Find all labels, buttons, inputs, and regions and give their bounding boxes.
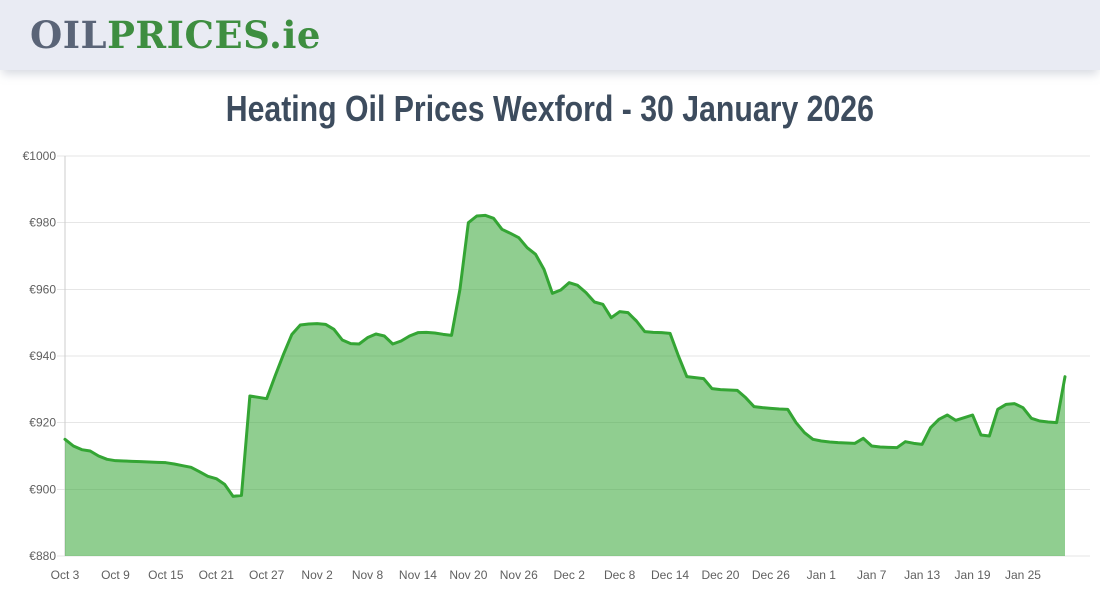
y-axis-tick-label: €960 — [29, 282, 56, 296]
logo-text-ie: .ie — [269, 12, 321, 57]
x-axis-tick-label: Nov 14 — [399, 568, 437, 582]
y-axis-tick-label: €880 — [29, 549, 56, 563]
y-axis-tick-label: €920 — [29, 416, 56, 430]
site-header: OILPRICES.ie — [0, 0, 1100, 70]
x-axis-tick-label: Oct 9 — [101, 568, 130, 582]
x-axis-tick-label: Nov 2 — [301, 568, 333, 582]
x-axis-tick-label: Nov 8 — [352, 568, 384, 582]
y-axis-tick-label: €980 — [29, 216, 56, 230]
x-axis-tick-label: Jan 7 — [857, 568, 887, 582]
x-axis-tick-label: Nov 26 — [500, 568, 538, 582]
price-area-fill — [65, 215, 1065, 556]
x-axis-tick-label: Dec 8 — [604, 568, 636, 582]
x-axis-tick-label: Dec 26 — [752, 568, 790, 582]
y-axis-tick-label: €900 — [29, 482, 56, 496]
site-logo[interactable]: OILPRICES.ie — [30, 16, 321, 54]
page-title: Heating Oil Prices Wexford - 30 January … — [0, 88, 1100, 130]
x-axis-tick-label: Jan 13 — [904, 568, 940, 582]
logo-text-prices: PRICES — [107, 12, 269, 57]
x-axis-tick-label: Oct 27 — [249, 568, 285, 582]
x-axis-tick-label: Dec 20 — [701, 568, 739, 582]
x-axis-tick-label: Jan 19 — [955, 568, 991, 582]
page-title-text: Heating Oil Prices Wexford - 30 January … — [225, 88, 875, 129]
x-axis-tick-label: Oct 21 — [199, 568, 235, 582]
x-axis-tick-label: Dec 2 — [554, 568, 586, 582]
y-axis-tick-label: €1000 — [23, 149, 57, 163]
x-axis-tick-label: Jan 1 — [807, 568, 837, 582]
x-axis-tick-label: Dec 14 — [651, 568, 689, 582]
y-axis-tick-label: €940 — [29, 349, 56, 363]
x-axis-tick-label: Oct 3 — [51, 568, 80, 582]
x-axis-tick-label: Oct 15 — [148, 568, 184, 582]
x-axis-tick-label: Jan 25 — [1005, 568, 1041, 582]
x-axis-tick-label: Nov 20 — [449, 568, 487, 582]
price-line — [63, 213, 1067, 498]
logo-text-oil: OIL — [30, 12, 108, 57]
